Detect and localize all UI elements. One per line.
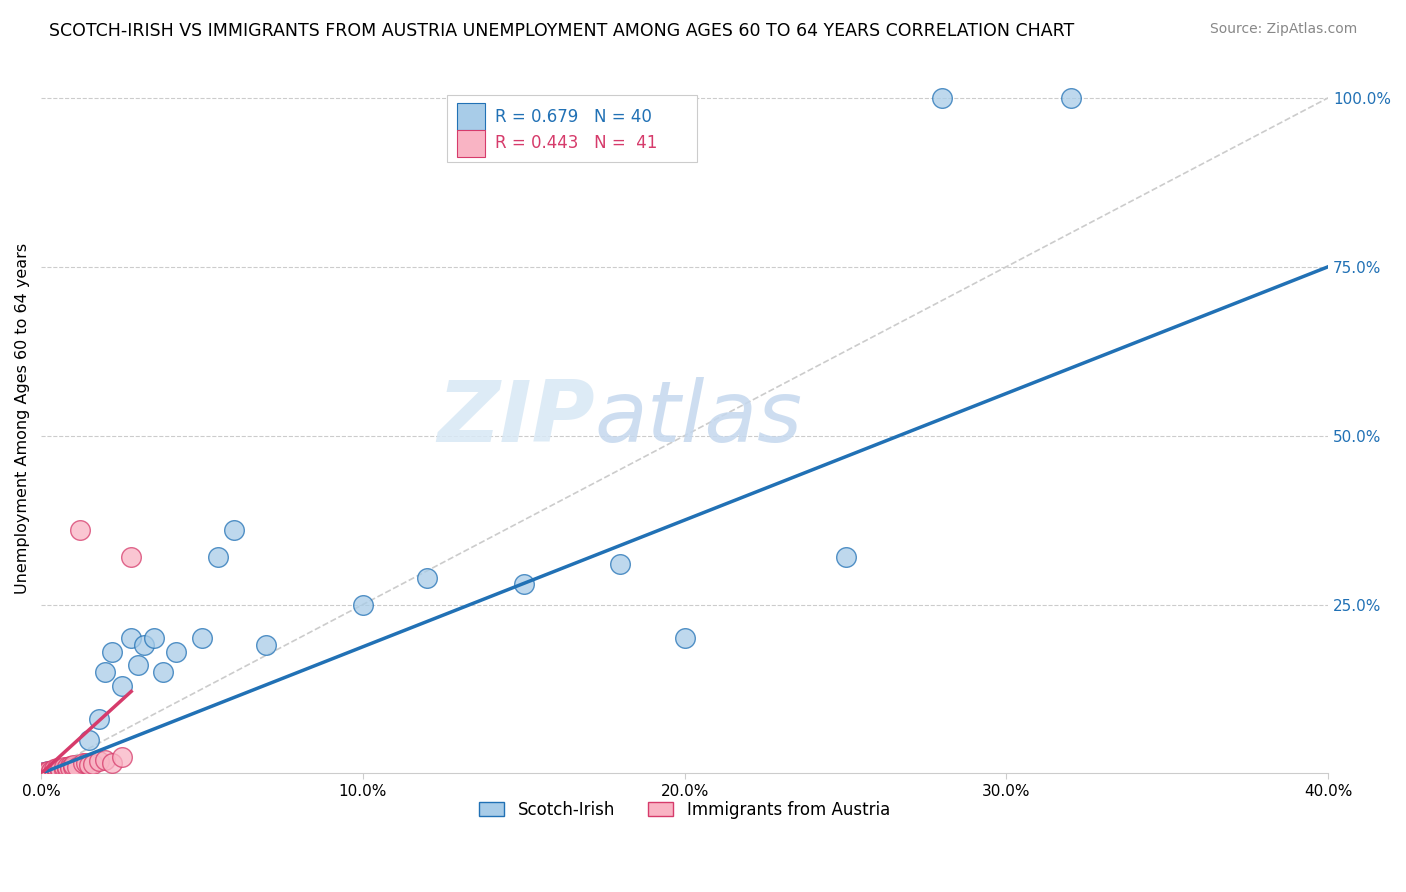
Point: [30, 766, 52, 780]
Text: R = 0.679   N = 40: R = 0.679 N = 40: [495, 108, 652, 126]
Point: [110, 679, 132, 693]
Point: [37, 764, 59, 779]
Point: [46, 765, 69, 780]
Point: [152, 665, 174, 679]
Point: [49, 765, 72, 780]
Point: [56, 760, 79, 774]
Text: R = 0.443   N =  41: R = 0.443 N = 41: [495, 134, 658, 152]
Point: [37, 765, 59, 780]
Point: [101, 645, 124, 659]
Point: [39, 765, 62, 780]
Point: [39, 764, 62, 779]
Point: [62, 760, 84, 774]
Point: [30, 766, 52, 780]
Point: [34, 766, 56, 780]
Point: [62, 758, 84, 772]
Point: [59, 759, 82, 773]
Point: [352, 598, 374, 612]
Point: [37, 765, 59, 780]
Point: [62, 764, 84, 779]
Point: [37, 766, 59, 780]
Point: [65, 760, 87, 774]
Point: [69, 523, 91, 537]
Legend: Scotch-Irish, Immigrants from Austria: Scotch-Irish, Immigrants from Austria: [472, 794, 897, 825]
Point: [72, 756, 94, 771]
Point: [1060, 91, 1083, 105]
Point: [42, 766, 65, 780]
FancyBboxPatch shape: [457, 103, 485, 130]
Point: [39, 765, 62, 780]
Point: [34, 765, 56, 780]
Point: [75, 756, 97, 770]
Point: [127, 658, 149, 673]
Point: [79, 758, 101, 772]
Point: [46, 764, 69, 779]
Point: [69, 760, 91, 774]
Point: [673, 632, 696, 646]
Point: [254, 638, 277, 652]
Point: [30, 766, 52, 780]
Point: [87, 754, 110, 768]
Point: [37, 766, 59, 780]
Point: [142, 632, 165, 646]
Point: [56, 762, 79, 776]
Point: [132, 638, 155, 652]
Text: SCOTCH-IRISH VS IMMIGRANTS FROM AUSTRIA UNEMPLOYMENT AMONG AGES 60 TO 64 YEARS C: SCOTCH-IRISH VS IMMIGRANTS FROM AUSTRIA …: [49, 22, 1074, 40]
Point: [165, 645, 187, 659]
Text: Source: ZipAtlas.com: Source: ZipAtlas.com: [1209, 22, 1357, 37]
Point: [94, 665, 117, 679]
Point: [49, 764, 72, 778]
Point: [42, 763, 65, 777]
FancyBboxPatch shape: [447, 95, 697, 162]
Point: [42, 764, 65, 778]
Point: [931, 91, 953, 105]
Point: [34, 765, 56, 780]
Text: ZIP: ZIP: [437, 377, 595, 460]
Point: [609, 557, 631, 571]
Point: [513, 577, 536, 591]
Point: [34, 766, 56, 780]
Point: [34, 765, 56, 780]
Text: atlas: atlas: [595, 377, 803, 460]
Point: [94, 753, 117, 767]
FancyBboxPatch shape: [457, 129, 485, 157]
Point: [49, 762, 72, 776]
Point: [82, 756, 104, 771]
Point: [52, 764, 75, 778]
Point: [46, 765, 69, 780]
Point: [37, 765, 59, 780]
Point: [87, 712, 110, 726]
Y-axis label: Unemployment Among Ages 60 to 64 years: Unemployment Among Ages 60 to 64 years: [15, 244, 30, 594]
Point: [46, 761, 69, 775]
Point: [59, 761, 82, 775]
Point: [207, 550, 229, 565]
Point: [120, 632, 142, 646]
Point: [79, 732, 101, 747]
Point: [416, 570, 439, 584]
Point: [46, 763, 69, 777]
Point: [37, 764, 59, 779]
Point: [834, 550, 856, 565]
Point: [39, 766, 62, 780]
Point: [52, 763, 75, 777]
Point: [42, 765, 65, 780]
Point: [39, 765, 62, 780]
Point: [120, 550, 142, 565]
Point: [101, 756, 124, 770]
Point: [34, 766, 56, 780]
Point: [56, 765, 79, 780]
Point: [30, 766, 52, 780]
Point: [110, 749, 132, 764]
Point: [52, 760, 75, 774]
Point: [191, 632, 214, 646]
Point: [30, 765, 52, 780]
Point: [224, 523, 246, 537]
